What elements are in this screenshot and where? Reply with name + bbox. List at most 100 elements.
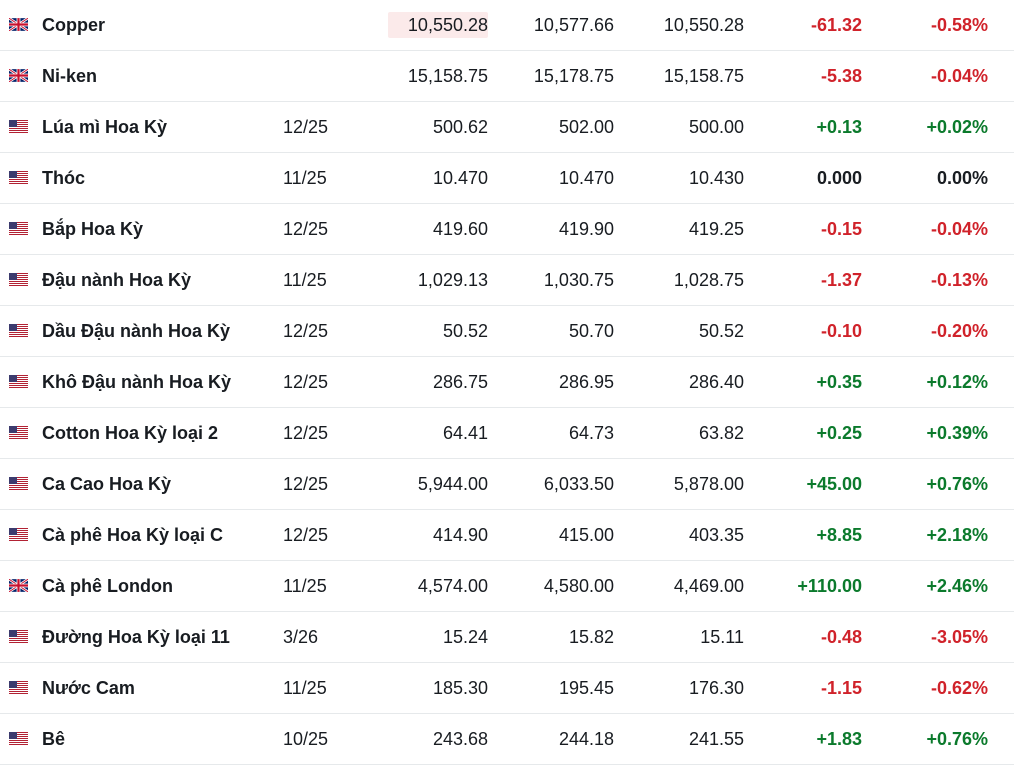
high-price: 64.73 [568,423,614,443]
high-price: 244.18 [558,729,614,749]
change-percent: +0.12% [926,372,988,392]
table-row[interactable]: Cà phê London 11/25 4,574.00 4,580.00 4,… [0,561,1014,612]
low-price: 419.25 [688,219,744,239]
low-price: 176.30 [688,678,744,698]
table-row[interactable]: Đường Hoa Kỳ loại 11 3/26 15.24 15.82 15… [0,612,1014,663]
table-row[interactable]: Đậu nành Hoa Kỳ 11/25 1,029.13 1,030.75 … [0,255,1014,306]
uk-flag-icon [9,18,28,31]
commodity-name-link[interactable]: Cà phê Hoa Kỳ loại C [42,525,224,545]
contract-month [283,51,343,101]
us-flag-icon [9,681,28,694]
low-price: 63.82 [698,423,744,443]
table-row[interactable]: Bắp Hoa Kỳ 12/25 419.60 419.90 419.25 -0… [0,204,1014,255]
contract-month: 12/25 [283,372,329,392]
high-price: 415.00 [558,525,614,545]
commodity-name-link[interactable]: Lúa mì Hoa Kỳ [42,117,168,137]
change-value: 0.000 [816,168,862,188]
change-percent: +0.76% [926,729,988,749]
low-price: 10,550.28 [663,15,744,35]
commodity-name-link[interactable]: Bê [42,729,66,749]
high-price: 50.70 [568,321,614,341]
contract-month: 12/25 [283,117,329,137]
high-price: 15,178.75 [533,66,614,86]
table-row[interactable]: Bê 10/25 243.68 244.18 241.55 +1.83 +0.7… [0,714,1014,765]
high-price: 6,033.50 [543,474,614,494]
low-price: 15,158.75 [663,66,744,86]
us-flag-icon [9,426,28,439]
low-price: 5,878.00 [673,474,744,494]
uk-flag-icon [9,69,28,82]
low-price: 286.40 [688,372,744,392]
last-price: 500.62 [432,117,488,137]
us-flag-icon [9,375,28,388]
low-price: 500.00 [688,117,744,137]
table-row[interactable]: Khô Đậu nành Hoa Kỳ 12/25 286.75 286.95 … [0,357,1014,408]
change-percent: -0.04% [930,66,988,86]
commodity-name-link[interactable]: Ni-ken [42,66,98,86]
table-row[interactable]: Ca Cao Hoa Kỳ 12/25 5,944.00 6,033.50 5,… [0,459,1014,510]
contract-month: 12/25 [283,219,329,239]
change-percent: -0.58% [930,15,988,35]
change-value: -1.15 [820,678,862,698]
us-flag-icon [9,273,28,286]
table-row[interactable]: Lúa mì Hoa Kỳ 12/25 500.62 502.00 500.00… [0,102,1014,153]
change-value: -0.48 [820,627,862,647]
table-row[interactable]: Ni-ken 15,158.75 15,178.75 15,158.75 -5.… [0,51,1014,102]
table-row[interactable]: Nước Cam 11/25 185.30 195.45 176.30 -1.1… [0,663,1014,714]
high-price: 286.95 [558,372,614,392]
last-price: 15,158.75 [407,66,488,86]
contract-month: 12/25 [283,321,329,341]
change-value: +0.25 [816,423,862,443]
low-price: 4,469.00 [673,576,744,596]
change-value: +45.00 [806,474,862,494]
us-flag-icon [9,630,28,643]
us-flag-icon [9,732,28,745]
low-price: 241.55 [688,729,744,749]
change-value: -5.38 [820,66,862,86]
commodity-name-link[interactable]: Ca Cao Hoa Kỳ [42,474,172,494]
contract-month: 12/25 [283,423,329,443]
last-price: 286.75 [432,372,488,392]
commodity-name-link[interactable]: Nước Cam [42,678,135,698]
commodity-name-link[interactable]: Thóc [42,168,85,188]
change-value: +0.35 [816,372,862,392]
last-price: 4,574.00 [417,576,488,596]
last-price: 419.60 [432,219,488,239]
change-percent: -0.20% [930,321,988,341]
change-percent: 0.00% [936,168,988,188]
high-price: 195.45 [558,678,614,698]
commodity-name-link[interactable]: Cotton Hoa Kỳ loại 2 [42,423,219,443]
table-row[interactable]: Cà phê Hoa Kỳ loại C 12/25 414.90 415.00… [0,510,1014,561]
change-percent: +0.39% [926,423,988,443]
high-price: 10,577.66 [533,15,614,35]
change-percent: -3.05% [930,627,988,647]
high-price: 502.00 [558,117,614,137]
low-price: 15.11 [700,627,744,647]
high-price: 1,030.75 [543,270,614,290]
us-flag-icon [9,324,28,337]
change-value: +0.13 [816,117,862,137]
contract-month: 12/25 [283,474,329,494]
last-price: 185.30 [432,678,488,698]
change-percent: -0.62% [930,678,988,698]
table-row[interactable]: Dầu Đậu nành Hoa Kỳ 12/25 50.52 50.70 50… [0,306,1014,357]
high-price: 419.90 [558,219,614,239]
last-price: 50.52 [442,321,488,341]
table-row[interactable]: Copper 10,550.28 10,577.66 10,550.28 -61… [0,0,1014,51]
change-value: -1.37 [820,270,862,290]
table-row[interactable]: Cotton Hoa Kỳ loại 2 12/25 64.41 64.73 6… [0,408,1014,459]
commodity-name-link[interactable]: Cà phê London [42,576,173,596]
commodity-name-link[interactable]: Đường Hoa Kỳ loại 11 [42,627,230,647]
change-percent: +2.46% [926,576,988,596]
change-percent: -0.13% [930,270,988,290]
commodity-name-link[interactable]: Copper [42,15,105,35]
change-percent: +0.76% [926,474,988,494]
commodity-name-link[interactable]: Dầu Đậu nành Hoa Kỳ [42,321,231,341]
commodity-name-link[interactable]: Khô Đậu nành Hoa Kỳ [42,372,232,392]
commodity-name-link[interactable]: Bắp Hoa Kỳ [42,219,144,239]
table-row[interactable]: Thóc 11/25 10.470 10.470 10.430 0.000 0.… [0,153,1014,204]
contract-month [283,0,343,50]
commodity-name-link[interactable]: Đậu nành Hoa Kỳ [42,270,192,290]
low-price: 10.430 [688,168,744,188]
